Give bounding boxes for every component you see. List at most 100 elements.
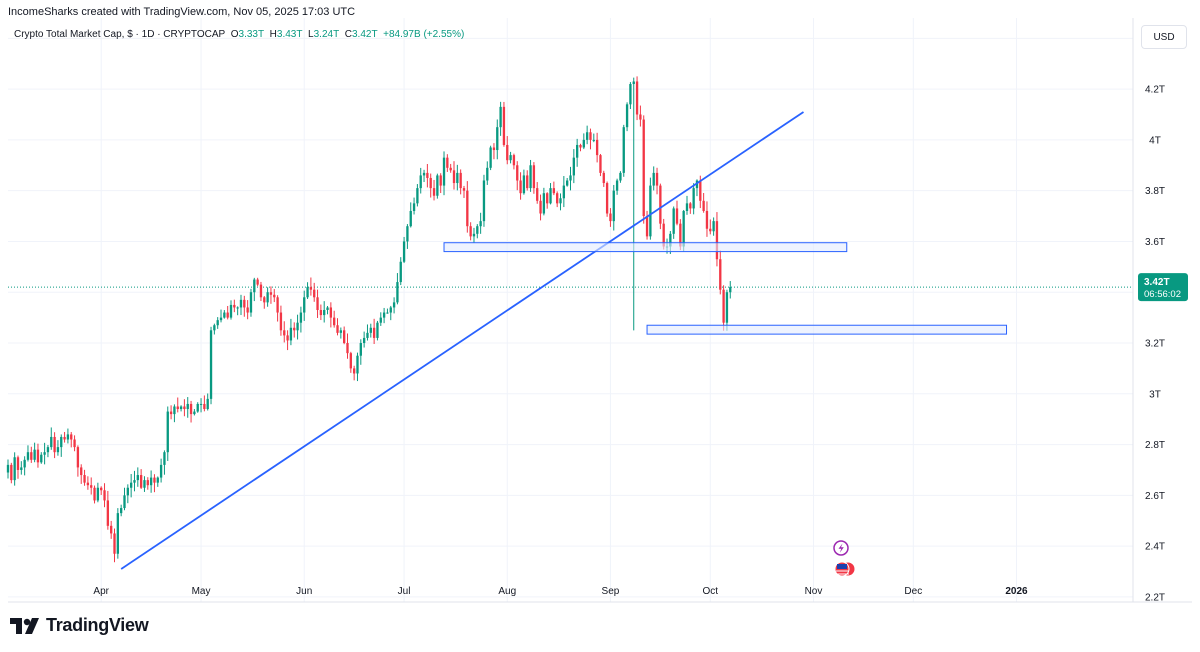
price-tick-label: 2.6T bbox=[1145, 491, 1165, 502]
support-zone-rectangle[interactable] bbox=[646, 324, 1008, 335]
candle-body bbox=[566, 180, 569, 186]
currency-selector[interactable]: USD bbox=[1141, 25, 1187, 49]
trendline[interactable] bbox=[120, 111, 804, 570]
candle-body bbox=[186, 403, 189, 410]
candle-body bbox=[6, 464, 10, 473]
candle-body bbox=[276, 297, 279, 313]
candle-body bbox=[599, 155, 602, 173]
symbol-title[interactable]: Crypto Total Market Cap, $ · 1D · CRYPTO… bbox=[14, 29, 226, 40]
lightning-icon[interactable] bbox=[833, 540, 849, 556]
candle-body bbox=[43, 452, 46, 455]
candle-body bbox=[169, 411, 173, 415]
candle-body bbox=[336, 325, 339, 333]
candle-body bbox=[306, 287, 309, 298]
open-label: O bbox=[230, 29, 239, 40]
candle-body bbox=[326, 307, 329, 310]
candle-body bbox=[90, 485, 93, 488]
candle-body bbox=[569, 175, 572, 181]
candle-body bbox=[56, 447, 60, 453]
candle-body bbox=[386, 312, 389, 314]
candle-body bbox=[679, 223, 682, 247]
time-tick-label: May bbox=[192, 586, 211, 597]
candle-body bbox=[662, 223, 665, 247]
candle-body bbox=[659, 185, 662, 224]
candle-body bbox=[372, 327, 376, 338]
candle-body bbox=[183, 406, 186, 410]
candle-body bbox=[156, 477, 159, 483]
candle-body bbox=[429, 177, 432, 189]
candle-body bbox=[439, 175, 442, 186]
candle-body bbox=[209, 330, 213, 399]
candle-body bbox=[476, 226, 479, 234]
candle-body bbox=[83, 475, 86, 483]
candle-body bbox=[449, 167, 452, 171]
candle-body bbox=[110, 525, 113, 534]
candle-body bbox=[619, 172, 622, 181]
candlestick-series bbox=[6, 76, 732, 563]
candle-body bbox=[432, 188, 436, 196]
candle-body bbox=[80, 467, 83, 476]
candle-body bbox=[675, 208, 679, 224]
candle-body bbox=[396, 282, 399, 303]
candle-body bbox=[100, 487, 103, 491]
low-value: 3.24T bbox=[313, 29, 340, 40]
candle-body bbox=[379, 317, 382, 323]
candle-body bbox=[273, 294, 276, 298]
candle-body bbox=[712, 221, 715, 232]
candle-body bbox=[76, 447, 80, 468]
us-flag-icon[interactable] bbox=[834, 561, 856, 577]
drawing-tools[interactable] bbox=[120, 111, 1008, 570]
candle-body bbox=[512, 155, 516, 166]
candle-body bbox=[426, 172, 429, 178]
candle-body bbox=[682, 210, 685, 247]
change-value: +84.97B (+2.55%) bbox=[383, 29, 465, 40]
candle-body bbox=[319, 310, 323, 316]
candle-body bbox=[452, 170, 456, 184]
candle-body bbox=[409, 210, 412, 227]
candle-body bbox=[456, 172, 459, 184]
candle-body bbox=[589, 132, 592, 140]
candle-body bbox=[159, 464, 163, 478]
candle-body bbox=[316, 297, 319, 310]
tradingview-branding[interactable]: TradingView bbox=[10, 615, 149, 636]
candle-body bbox=[559, 198, 562, 204]
candle-body bbox=[469, 226, 472, 237]
support-zone-rectangle[interactable] bbox=[443, 242, 848, 253]
candle-body bbox=[416, 188, 419, 204]
chart-grid bbox=[8, 18, 1133, 602]
candle-body bbox=[206, 398, 209, 410]
event-markers[interactable] bbox=[833, 540, 856, 577]
candle-body bbox=[502, 106, 506, 145]
candle-body bbox=[133, 480, 136, 483]
badge-countdown: 06:56:02 bbox=[1144, 289, 1181, 300]
time-tick-label: Aug bbox=[498, 586, 516, 597]
candle-body bbox=[556, 193, 559, 204]
candle-body bbox=[313, 289, 316, 298]
candle-body bbox=[126, 487, 129, 496]
candle-body bbox=[635, 81, 639, 115]
candle-body bbox=[509, 155, 512, 161]
candle-body bbox=[582, 139, 585, 148]
candle-body bbox=[243, 299, 246, 308]
price-tick-label: 2.8T bbox=[1145, 440, 1165, 451]
candle-body bbox=[40, 454, 43, 463]
time-tick-label: Oct bbox=[703, 586, 719, 597]
candle-body bbox=[615, 180, 619, 191]
candle-body bbox=[309, 287, 313, 290]
candle-body bbox=[73, 439, 76, 448]
candle-body bbox=[642, 119, 645, 217]
candle-body bbox=[352, 368, 356, 374]
candle-body bbox=[296, 322, 299, 331]
candle-body bbox=[259, 284, 263, 298]
candle-body bbox=[729, 287, 732, 293]
candle-body bbox=[539, 200, 542, 214]
candle-body bbox=[116, 513, 120, 554]
candle-body bbox=[366, 332, 369, 338]
candle-body bbox=[605, 183, 609, 214]
candle-body bbox=[496, 127, 499, 151]
candle-body bbox=[143, 480, 146, 488]
candle-body bbox=[685, 203, 689, 211]
candle-body bbox=[66, 434, 70, 440]
candle-body bbox=[139, 475, 143, 488]
